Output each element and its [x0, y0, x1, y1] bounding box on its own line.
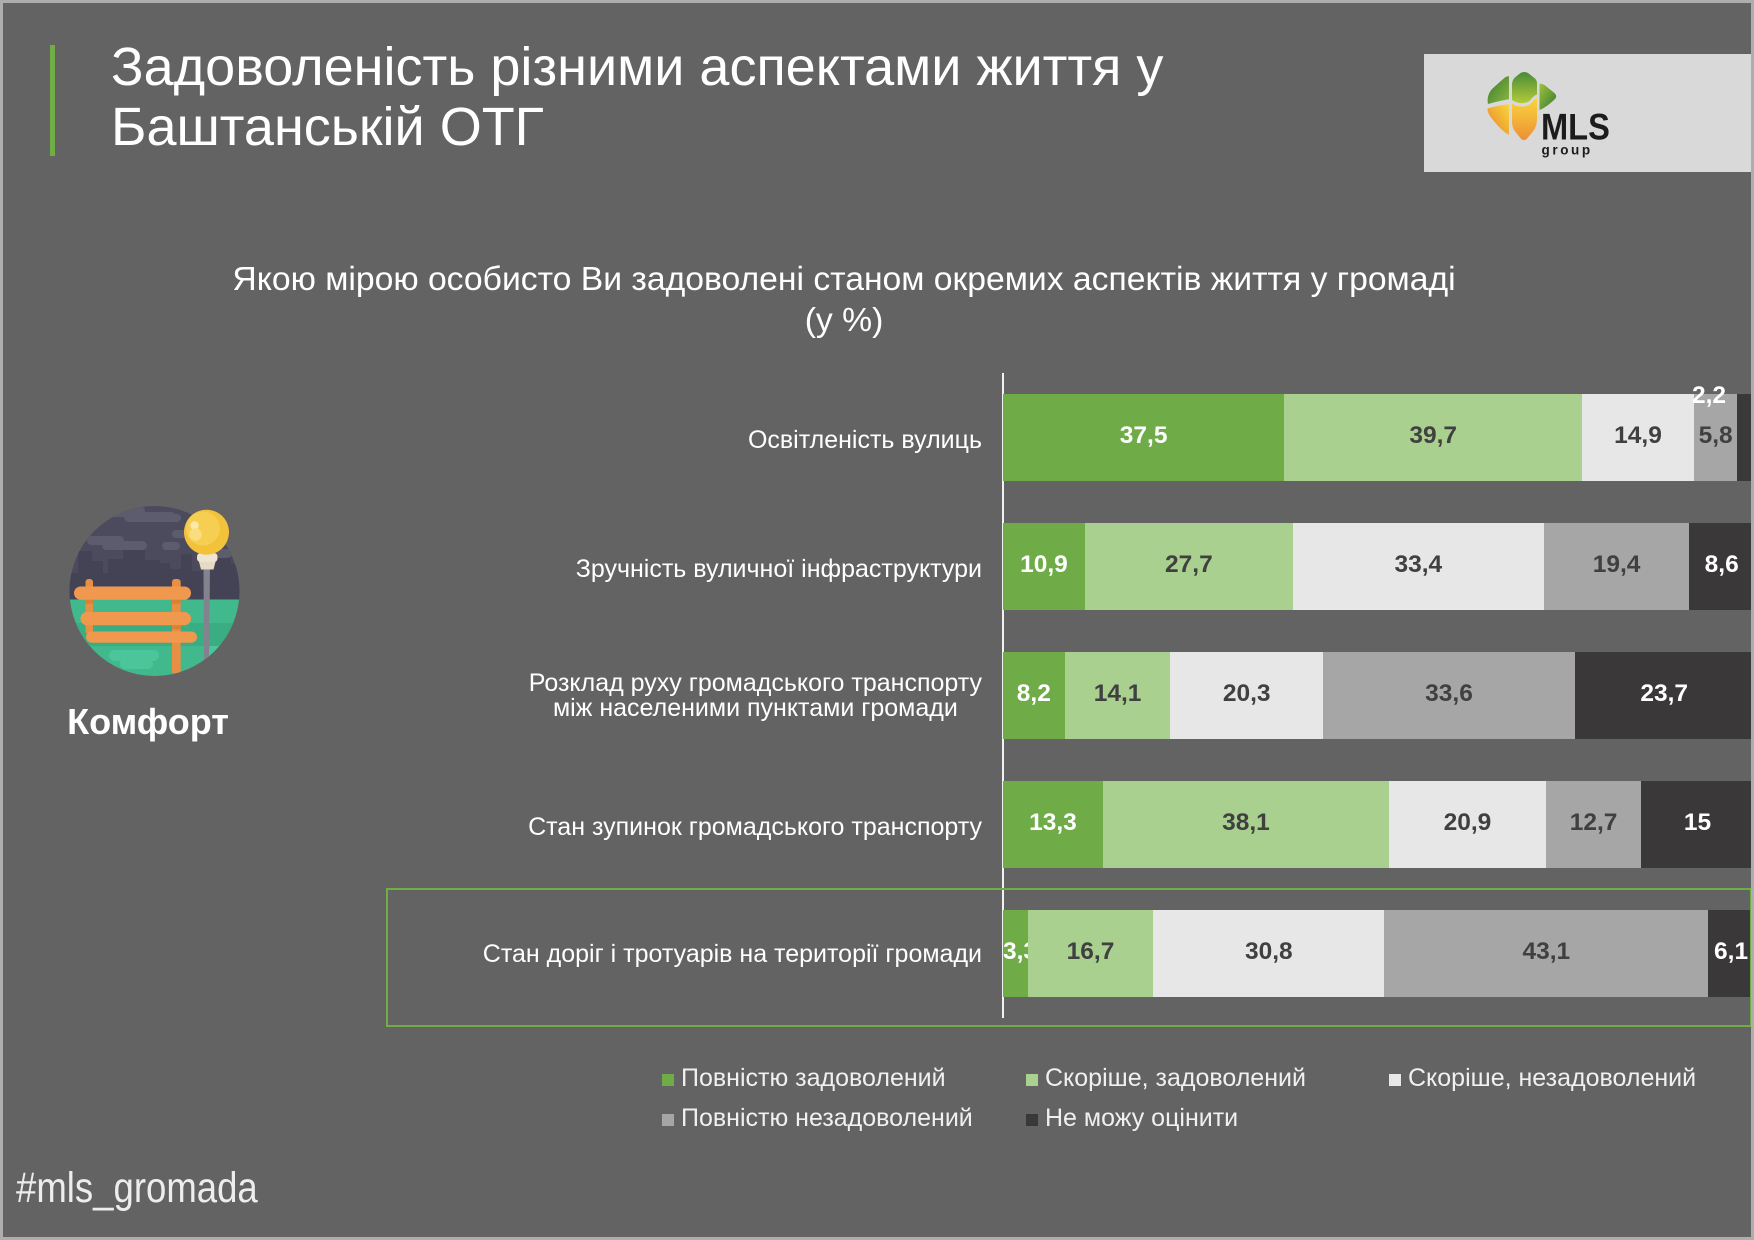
svg-text:MLS: MLS — [1541, 106, 1610, 148]
svg-text:group: group — [1542, 143, 1593, 158]
